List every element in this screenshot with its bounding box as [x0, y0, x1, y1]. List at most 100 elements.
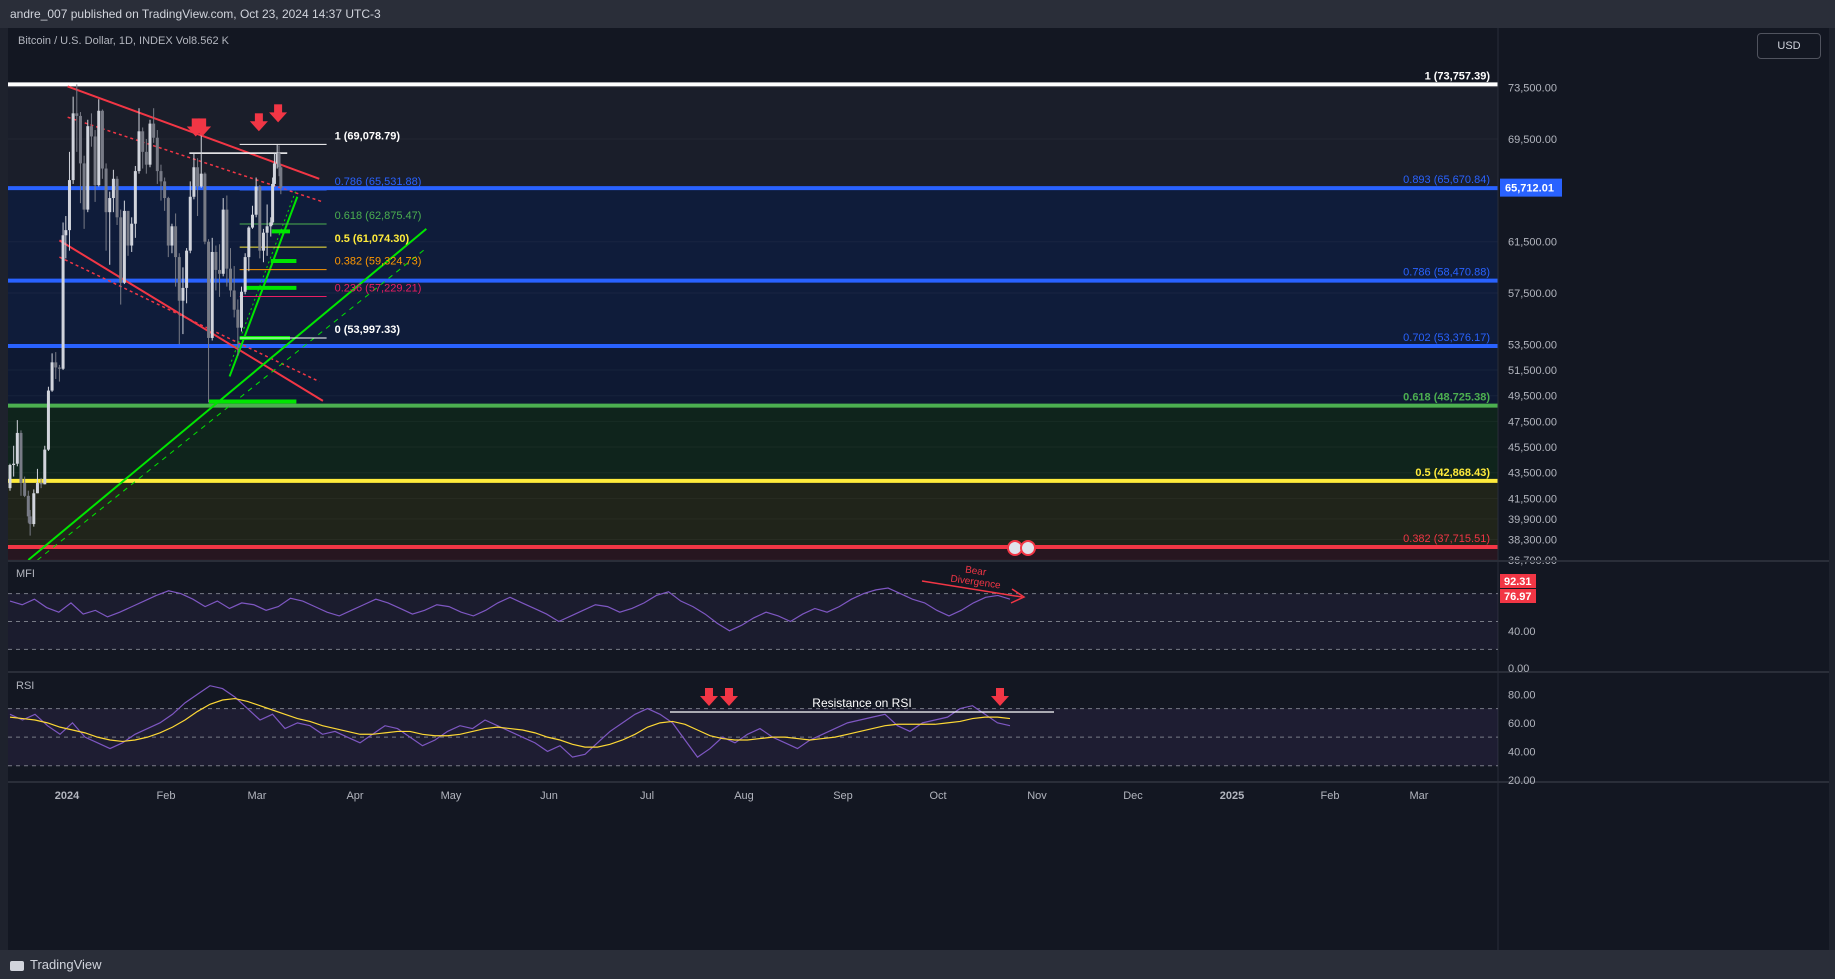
- candle-body: [126, 210, 130, 246]
- price-axis-tick: 53,500.00: [1508, 339, 1557, 351]
- fib-zone: [8, 345, 1498, 406]
- publish-bar: andre_007 published on TradingView.com, …: [0, 0, 1835, 28]
- published-text: andre_007 published on TradingView.com, …: [10, 7, 381, 21]
- candle-body: [258, 186, 262, 251]
- price-axis-tick: 69,500.00: [1508, 134, 1557, 146]
- divergence-label: Bear: [964, 565, 987, 579]
- candle-body: [199, 173, 203, 187]
- fib1-level-label: 0.5 (42,868.43): [1415, 467, 1490, 479]
- mfi-axis-tick: 0.00: [1508, 663, 1529, 675]
- mfi-value-label: 92.31: [1504, 576, 1532, 588]
- fib1-level-label: 0.382 (37,715.51): [1403, 533, 1490, 545]
- ascending-support-line: [27, 228, 427, 561]
- price-axis-tick: 61,500.00: [1508, 237, 1557, 249]
- price-axis: 73,500.00 69,500.00 61,500.00 57,500.00 53,5…: [8, 28, 1829, 950]
- fib-zone: [8, 188, 1498, 281]
- candle-body: [152, 123, 156, 138]
- rsi-title: RSI: [16, 680, 34, 692]
- fib1-level-label: 0.786 (58,470.88): [1403, 267, 1490, 279]
- candle-body: [141, 131, 145, 152]
- candle-body: [188, 196, 192, 251]
- fib2-level-label: 0.382 (59,324.73): [335, 256, 422, 268]
- candle-body: [148, 123, 152, 165]
- candle-body: [71, 113, 75, 181]
- candle-body: [108, 198, 112, 213]
- time-axis-tick: Jun: [540, 790, 558, 802]
- candle-body: [130, 223, 134, 246]
- rsi-resistance-label: Resistance on RSI: [812, 696, 911, 710]
- currency-button[interactable]: USD: [1757, 33, 1821, 59]
- fib-retracement-1: 1 (73,757.39) 0.893 (65,670.84) 0.786 (58,…: [8, 70, 1498, 549]
- rsi-arrow-icon: [700, 696, 718, 706]
- price-axis-tick: 73,500.00: [1508, 83, 1557, 95]
- mfi-value-tag: [1500, 589, 1536, 603]
- fib1-level-label: 1 (73,757.39): [1425, 70, 1491, 82]
- candle-body: [137, 131, 141, 172]
- candle-body: [12, 463, 16, 466]
- symbol-legend[interactable]: Bitcoin / U.S. Dollar, 1D, INDEX Vol8.56…: [18, 35, 229, 47]
- candle-body: [104, 168, 108, 213]
- candle-body: [61, 235, 65, 369]
- candle-body: [67, 180, 71, 231]
- candle-body: [50, 362, 54, 391]
- event-flag-icon: [1007, 540, 1023, 556]
- ascending-support-dashed-line: [37, 247, 427, 561]
- candle-body: [261, 232, 265, 251]
- candle-body: [192, 167, 196, 197]
- candle-body: [26, 495, 30, 517]
- fib1-level-label: 0.618 (48,725.38): [1403, 392, 1490, 404]
- tradingview-logo[interactable]: TradingView: [10, 957, 102, 972]
- time-axis-tick: Oct: [929, 790, 946, 802]
- channel-bottom-line: [58, 239, 324, 402]
- mfi-title: MFI: [16, 568, 35, 580]
- fib1-level-label: 0.893 (65,670.84): [1403, 174, 1490, 186]
- brand-name: TradingView: [30, 957, 102, 972]
- candle-body: [207, 241, 211, 338]
- rsi-arrow-icon: [720, 696, 738, 706]
- candle-body: [97, 110, 101, 186]
- fib-zone: [8, 280, 1498, 346]
- time-axis-tick: May: [441, 790, 462, 802]
- price-axis-tick: 51,500.00: [1508, 365, 1557, 377]
- candle-body: [133, 171, 137, 224]
- candle-body: [119, 217, 123, 283]
- candle-body: [250, 214, 254, 228]
- fib2-level-label: 1 (69,078.79): [335, 130, 401, 142]
- candle-body: [144, 151, 148, 165]
- rsi-arrow-icon: [705, 688, 713, 697]
- tradingview-mark-icon: [10, 960, 24, 971]
- candle-body: [269, 222, 273, 227]
- vol-value: 8.562 K: [191, 35, 229, 47]
- price-axis-tick: 39,900.00: [1508, 514, 1557, 526]
- candle-body: [185, 250, 189, 288]
- candle-body: [254, 186, 258, 215]
- mfi-axis-tick: 40.00: [1508, 626, 1536, 638]
- candle-body: [239, 291, 243, 328]
- fib-zone-top: [8, 62, 1498, 85]
- rsi-axis-tick: 60.00: [1508, 718, 1536, 730]
- fib-zone: [8, 546, 1498, 560]
- candle-body: [155, 137, 159, 172]
- rsi-arrow-icon: [996, 688, 1004, 697]
- candle-body: [265, 226, 269, 233]
- time-axis-tick: Aug: [734, 790, 754, 802]
- candle-body: [243, 257, 247, 292]
- candle-body: [89, 126, 93, 137]
- mfi-value-tag: [1500, 574, 1536, 588]
- price-axis-tick: 49,500.00: [1508, 391, 1557, 403]
- vol-label: Vol: [175, 35, 192, 47]
- price-axis-tick: 43,500.00: [1508, 468, 1557, 480]
- time-axis-tick: Sep: [833, 790, 853, 802]
- rsi-arrow-icon: [725, 688, 733, 697]
- divergence-arrow-head-icon: [1010, 588, 1026, 604]
- time-axis-tick: Mar: [1410, 790, 1429, 802]
- price-axis-tick: 38,300.00: [1508, 534, 1557, 546]
- candle-body: [32, 493, 36, 525]
- last-price-label: 65,712.01: [1505, 183, 1554, 195]
- candle-body: [221, 209, 225, 274]
- candle-body: [196, 167, 200, 187]
- time-axis-tick: Nov: [1027, 790, 1047, 802]
- candle-body: [177, 257, 181, 301]
- divergence-arrow: [921, 580, 1023, 598]
